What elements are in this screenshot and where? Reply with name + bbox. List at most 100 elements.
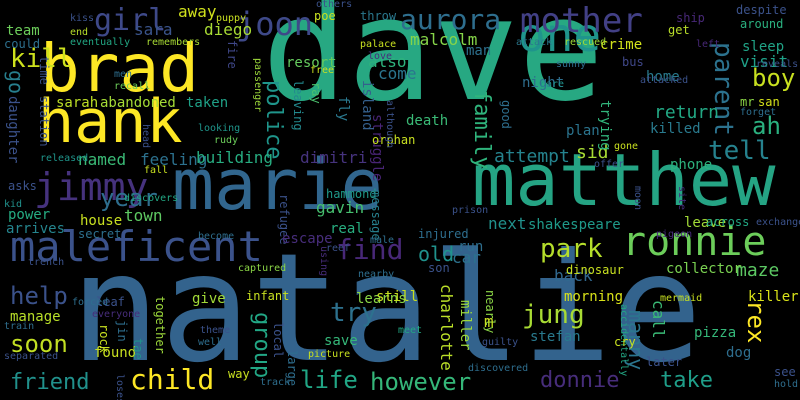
cloud-word: see	[774, 365, 796, 379]
cloud-word: moon	[632, 186, 643, 211]
cloud-word: find	[336, 233, 404, 266]
cloud-word: m	[484, 312, 494, 331]
cloud-word: left	[696, 39, 721, 50]
cloud-word: meet	[398, 325, 423, 336]
cloud-word: building	[196, 148, 274, 167]
cloud-word: arrives	[6, 221, 66, 237]
cloud-word: become	[198, 231, 235, 242]
cloud-word: care	[540, 79, 565, 90]
cloud-word: reveals	[756, 59, 799, 70]
cloud-word: nearby	[358, 269, 395, 280]
cloud-word: fire	[225, 40, 239, 69]
cloud-word: abandoned	[100, 95, 176, 111]
cloud-word: mermaid	[660, 293, 703, 304]
cloud-word: struggle	[369, 114, 385, 182]
cloud-word: give	[192, 291, 226, 307]
cloud-word: charlotte	[437, 284, 456, 371]
cloud-word: sara	[134, 20, 173, 39]
cloud-word: sunny	[556, 59, 587, 70]
cloud-word: recall	[114, 81, 151, 92]
cloud-word: mr	[740, 95, 755, 109]
cloud-word: miller	[457, 300, 473, 351]
cloud-word: power	[8, 207, 51, 223]
cloud-word: could	[4, 37, 41, 51]
cloud-word: killer	[748, 289, 799, 305]
cloud-word: jin	[115, 320, 129, 342]
cloud-word: gone	[614, 141, 639, 152]
cloud-word: rock	[97, 324, 111, 353]
cloud-word: rex	[742, 300, 770, 344]
cloud-word: dinosaur	[566, 263, 624, 277]
cloud-word: attacked	[640, 75, 689, 86]
cloud-word: boy	[752, 64, 796, 92]
cloud-word: although	[384, 100, 395, 149]
cloud-word: despite	[736, 3, 787, 17]
cloud-word: family	[469, 90, 494, 170]
cloud-word: leaving	[291, 80, 305, 131]
cloud-word: phone	[670, 157, 713, 173]
cloud-word: go	[4, 70, 28, 95]
cloud-word: bus	[622, 55, 644, 69]
cloud-word: injured	[418, 227, 469, 241]
cloud-word: joon	[236, 5, 314, 43]
cloud-word: friend	[10, 370, 90, 395]
cloud-word: dimitri	[300, 148, 368, 167]
cloud-word: puppy	[216, 13, 247, 24]
cloud-word: ronnie	[622, 219, 767, 265]
cloud-word: hammond	[326, 187, 377, 201]
cloud-word: end	[70, 27, 89, 38]
cloud-word: team	[6, 23, 40, 39]
cloud-word: sid	[576, 142, 609, 163]
cloud-word: parent	[708, 42, 738, 136]
cloud-word: natalie	[70, 222, 703, 396]
cloud-word: daughter	[5, 96, 21, 164]
cloud-word: pizza	[694, 325, 737, 341]
cloud-word: poe	[314, 9, 336, 23]
cloud-word: ray	[309, 82, 323, 104]
cloud-word: matthew	[472, 138, 776, 222]
cloud-word: refugee	[277, 194, 291, 245]
cloud-word: eventually	[70, 37, 131, 48]
cloud-word: night	[522, 75, 565, 91]
cloud-word: crime	[600, 37, 643, 53]
cloud-word: manny	[624, 310, 648, 371]
cloud-word: come	[378, 64, 417, 83]
cloud-word: others	[316, 0, 353, 10]
cloud-word: looking	[198, 123, 241, 134]
cloud-word: back	[554, 266, 593, 285]
cloud-word: men	[114, 69, 133, 80]
cloud-word: offer	[594, 159, 625, 170]
cloud-word: diego	[204, 20, 253, 39]
cloud-word: passenger	[252, 58, 263, 113]
cloud-word: discovered	[468, 363, 529, 374]
cloud-word: tell	[708, 136, 771, 166]
cloud-word: asks	[8, 179, 37, 193]
cloud-word: home	[646, 69, 680, 85]
cloud-word: save	[324, 333, 358, 349]
cloud-word: forced	[72, 297, 109, 308]
cloud-word: learns	[356, 291, 407, 307]
cloud-word: train	[4, 321, 35, 332]
cloud-word: sleep	[742, 39, 785, 55]
cloud-word: remembers	[146, 37, 201, 48]
cloud-word: shakespeare	[528, 217, 621, 233]
cloud-word: get	[668, 23, 690, 37]
cloud-word: hold	[774, 379, 799, 390]
cloud-word: trying	[597, 100, 613, 151]
cloud-word: leave	[684, 215, 727, 231]
cloud-word: ah	[752, 112, 781, 140]
cloud-word: released	[40, 153, 89, 164]
cloud-word: forget	[740, 107, 777, 118]
cloud-word: dog	[726, 345, 752, 361]
cloud-word: one	[518, 8, 602, 62]
cloud-word: donnie	[540, 368, 620, 393]
cloud-word: everyone	[92, 309, 141, 320]
cloud-word: trench	[28, 257, 65, 268]
cloud-word: later	[646, 355, 683, 369]
cloud-word: infant	[246, 289, 290, 303]
cloud-word: try	[330, 298, 377, 328]
cloud-word: sarah	[56, 95, 99, 111]
cloud-word: life	[300, 366, 358, 394]
cloud-word: san	[758, 95, 780, 109]
